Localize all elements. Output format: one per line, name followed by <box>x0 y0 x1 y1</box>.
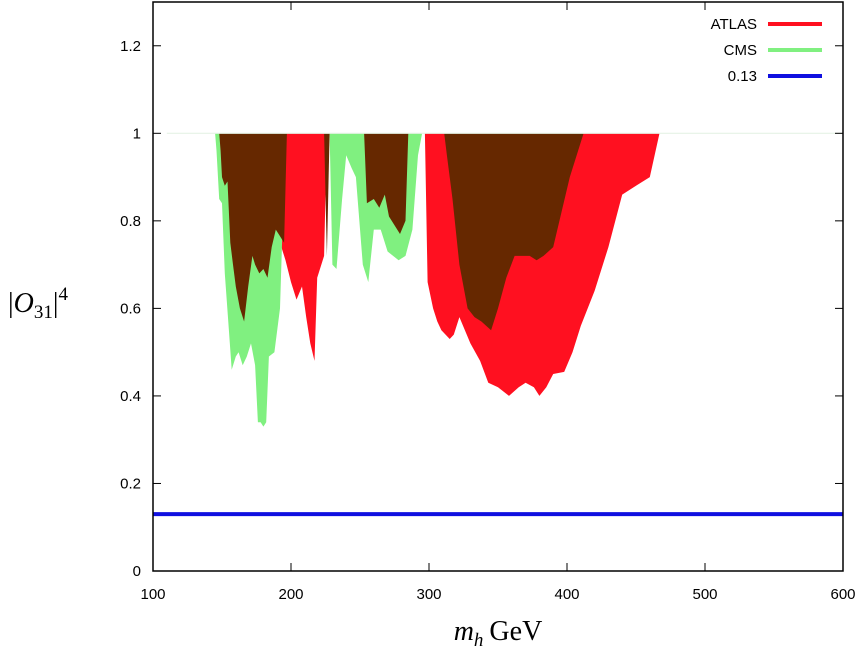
y-tick-label: 1.2 <box>120 38 141 55</box>
y-tick-label: 0.8 <box>120 213 141 230</box>
y-tick-label: 0.6 <box>120 300 141 317</box>
overlap-region-2 <box>364 133 409 234</box>
overlap-region-3 <box>444 133 584 331</box>
legend-label-atlas: ATLAS <box>711 16 757 33</box>
x-axis-label: mh GeV <box>454 616 543 647</box>
legend-label-0-13: 0.13 <box>728 68 757 85</box>
x-tick-label: 600 <box>830 586 855 603</box>
y-tick-label: 0.4 <box>120 388 141 405</box>
y-tick-label: 1 <box>133 125 141 142</box>
legend-label-cms: CMS <box>724 42 757 59</box>
x-tick-label: 100 <box>140 586 165 603</box>
overlap-region-1 <box>324 133 330 256</box>
axis-ticks: 100 200 300 400 500 600 0 0.2 0.4 0.6 0.8 1 1.2 <box>120 2 856 603</box>
y-tick-label: 0 <box>133 563 141 580</box>
plot-frame <box>152 1 844 572</box>
y-axis-label: |O31|4 <box>8 284 68 323</box>
x-tick-label: 300 <box>416 586 441 603</box>
overlap-region-0 <box>219 133 287 322</box>
y-tick-label: 0.2 <box>120 475 141 492</box>
plot-area <box>153 132 843 517</box>
x-tick-label: 200 <box>278 586 303 603</box>
x-tick-label: 400 <box>554 586 579 603</box>
legend: ATLAS CMS 0.13 <box>711 16 822 85</box>
x-tick-label: 500 <box>692 586 717 603</box>
